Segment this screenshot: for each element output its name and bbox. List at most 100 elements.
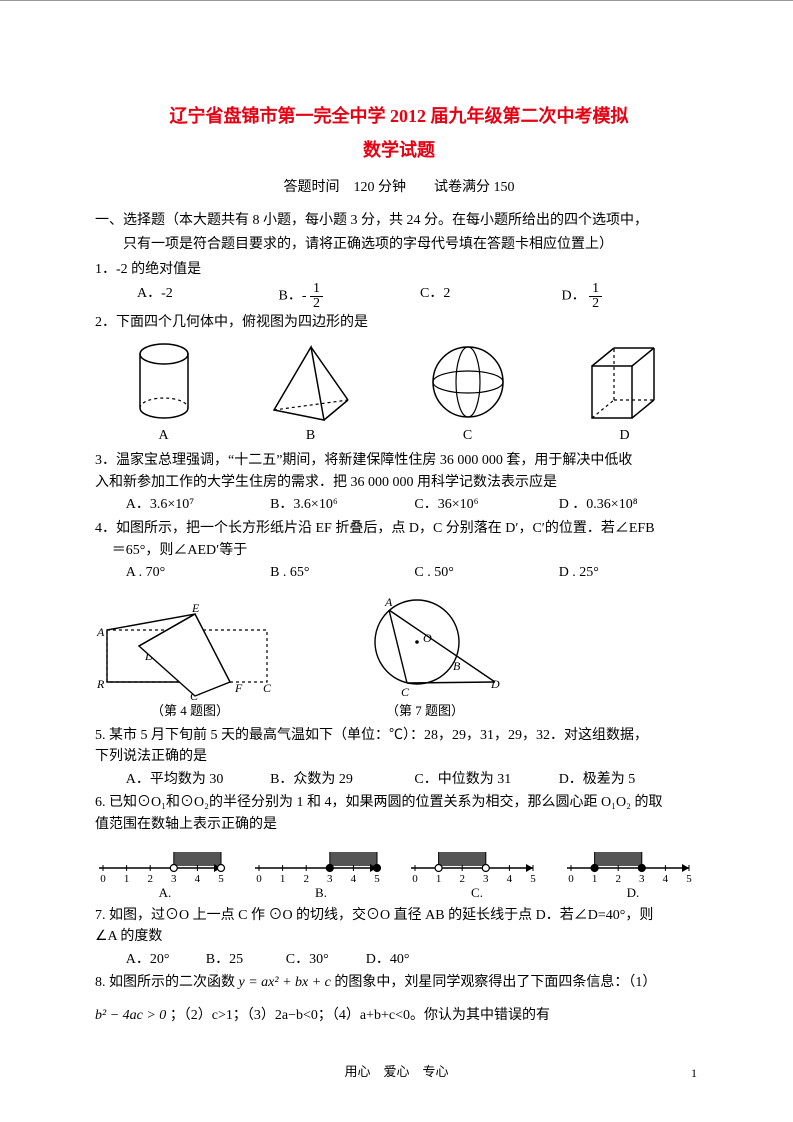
q1-opt-d-pre: D． [562,289,586,304]
fig4-caption: （第 4 题图） [95,700,285,723]
svg-text:0: 0 [100,873,106,882]
fraction-icon: 1 2 [310,282,323,311]
q4-opt-a: A . 70° [126,561,270,586]
q1-options: A．-2 B．- 1 2 C．2 D． 1 2 [137,282,703,311]
numline-label: C. [407,882,547,905]
q1-opt-b-pre: B．- [279,289,311,304]
svg-text:F: F [234,681,243,695]
svg-text:E: E [191,601,200,615]
q7-line2: ∠A 的度数 [95,926,703,948]
q5-options: A．平均数为 30 B．众数为 29 C．中位数为 31 D．极差为 5 [126,768,703,793]
q3-line2: 入和新参加工作的大学生住房的需求．把 36 000 000 用科学记数法表示应是 [95,472,703,494]
fig7-caption: （第 7 题图） [345,700,505,723]
q6-line1: 6. 已知⊙O₁和⊙O₂的半径分别为 1 和 4，如果两圆的位置关系为相交，那么… [95,792,703,814]
numberline-option: 012345D. [563,840,703,905]
numberline-icon: 0 1 2 3 4 5 [95,840,235,882]
q3-opt-c: C．36×10⁶ [414,493,558,518]
shape-a-label: A [129,424,199,449]
frac-den: 2 [310,297,323,311]
q4-line2: ＝65°，则∠AED′等于 [95,540,703,562]
q8-pre: 8. 如图所示的二次函数 [95,975,239,990]
pyramid-icon [266,342,356,422]
fraction-icon: 1 2 [589,282,602,311]
svg-text:B: B [453,659,461,673]
q2-stem: 2．下面四个几何体中，俯视图为四边形的是 [95,311,703,336]
numline-label: D. [563,882,703,905]
q4-line1: 4．如图所示，把一个长方形纸片沿 EF 折叠后，点 D，C 分别落在 D′，C′… [95,518,703,540]
svg-text:4: 4 [663,873,669,882]
q5-opt-c: C．中位数为 31 [414,768,558,793]
section-1-line2: 只有一项是符合题目要求的，请将正确选项的字母代号填在答题卡相应位置上） [95,233,703,258]
numberline-row: 012345A.012345B.012345C.012345D. [95,840,703,905]
svg-text:1: 1 [280,873,286,882]
numberline-option: 0 1 2 3 4 5B. [251,840,391,905]
figure-7: O A B C D （第 7 题图） [345,592,505,723]
q1-opt-d: D． 1 2 [562,282,704,311]
q7-options: A．20° B．25 C．30° D．40° [126,948,703,973]
q3-opt-a: A．3.6×10⁷ [126,493,270,518]
q5-line2: 下列说法正确的是 [95,746,703,768]
circle-tangent-icon: O A B C D [345,592,505,700]
numberline-option: 012345C. [407,840,547,905]
svg-text:5: 5 [374,873,380,882]
svg-text:2: 2 [147,873,153,882]
q8-line1: 8. 如图所示的二次函数 y = ax² + bx + c 的图象中，刘星同学观… [95,972,703,994]
svg-text:5: 5 [530,873,536,882]
numberline-icon: 012345 [563,840,703,882]
frac-den: 2 [589,297,602,311]
svg-text:0: 0 [412,873,418,882]
q7-opt-a: A．20° [126,948,206,973]
section-1-line1: 一、选择题（本大题共有 8 小题，每小题 3 分，共 24 分。在每小题所给出的… [95,209,703,234]
q1-stem: 1．-2 的绝对值是 [95,258,703,283]
frac-num: 1 [589,282,602,297]
q1-opt-a: A．-2 [137,282,279,311]
shape-sphere: C [423,342,513,449]
q3-opt-b: B．3.6×10⁶ [270,493,414,518]
page-footer: 用心 爱心 专心 [0,1061,793,1084]
svg-text:1: 1 [592,873,598,882]
svg-text:4: 4 [195,873,201,882]
numline-label: B. [251,882,391,905]
q8-post: 的图象中，刘星同学观察得出了下面四条信息：（1） [334,975,656,990]
q4-opt-d: D . 25° [559,561,703,586]
q7-opt-c: C．30° [286,948,366,973]
svg-text:1: 1 [124,873,130,882]
figure-row-4-7: A R E F C D' C' （第 4 题图） O A B C D （第 7 … [95,592,703,723]
q5-opt-a: A．平均数为 30 [126,768,270,793]
svg-text:5: 5 [686,873,692,882]
svg-text:3: 3 [327,873,333,882]
svg-text:2: 2 [303,873,309,882]
q5-line1: 5. 某市 5 月下旬前 5 天的最高气温如下（单位：℃）：28，29，31，2… [95,725,703,747]
svg-text:4: 4 [351,873,357,882]
svg-text:A: A [96,625,105,639]
page-number: 1 [691,1063,697,1084]
svg-text:C: C [401,685,410,699]
svg-text:R: R [96,677,105,691]
svg-text:C: C [263,681,272,695]
shape-pyramid: B [266,342,356,449]
q8b-post: ；（2）c>1；（3）2a−b<0；（4）a+b+c<0。你认为其中错误的有 [170,1008,550,1023]
svg-text:3: 3 [639,873,645,882]
svg-text:5: 5 [218,873,224,882]
q1-opt-b: B．- 1 2 [279,282,421,311]
svg-text:A: A [384,595,393,609]
numberline-icon: 0 1 2 3 4 5 [251,840,391,882]
q7-opt-d: D．40° [366,948,446,973]
q6-line2: 值范围在数轴上表示正确的是 [95,814,703,836]
q8-math: y = ax² + bx + c [239,975,331,990]
svg-text:2: 2 [459,873,465,882]
q8b-math: b² − 4ac > 0 [95,1008,166,1023]
svg-text:4: 4 [507,873,513,882]
q4-options: A . 70° B . 65° C . 50° D . 25° [126,561,703,586]
q1-opt-c: C．2 [420,282,562,311]
svg-text:3: 3 [171,873,177,882]
q3-opt-d: D ．0.36×10⁸ [559,493,703,518]
q5-opt-d: D．极差为 5 [559,768,703,793]
q8-line2: b² − 4ac > 0 ；（2）c>1；（3）2a−b<0；（4）a+b+c<… [95,1004,703,1029]
q2-shapes: A B C D [95,342,703,449]
frac-num: 1 [310,282,323,297]
shape-d-label: D [580,424,670,449]
q3-options: A．3.6×10⁷ B．3.6×10⁶ C．36×10⁶ D ．0.36×10⁸ [126,493,703,518]
exam-meta: 答题时间 120 分钟 试卷满分 150 [95,176,703,201]
svg-text:0: 0 [256,873,262,882]
